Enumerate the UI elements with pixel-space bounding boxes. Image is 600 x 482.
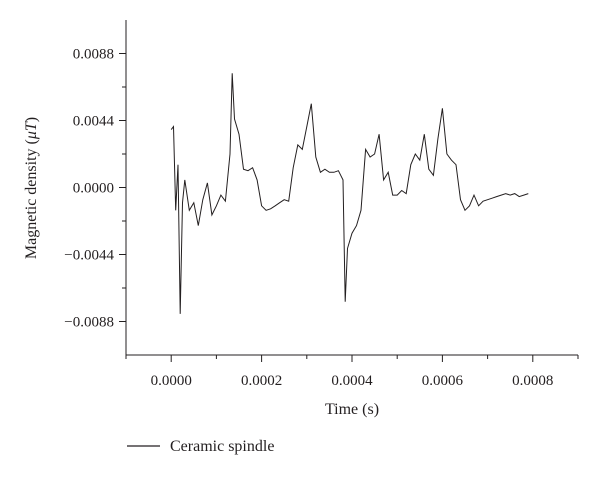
x-tick-label: 0.0006 xyxy=(422,373,464,389)
y-axis-title-suffix: ) xyxy=(23,117,40,122)
series-line-0 xyxy=(170,73,529,314)
y-tick-label: 0.0088 xyxy=(73,47,114,63)
legend: Ceramic spindle xyxy=(127,438,274,455)
y-axis-title: Magnetic density (μT) xyxy=(23,117,40,259)
y-axis-title-prefix: Magnetic density ( xyxy=(23,139,40,259)
y-tick-label: −0.0088 xyxy=(64,315,114,331)
series-layer xyxy=(170,73,529,314)
y-tick-label: −0.0044 xyxy=(64,248,114,264)
y-tick-label: 0.0044 xyxy=(73,114,115,130)
x-axis-title: Time (s) xyxy=(325,401,379,418)
x-tick-label: 0.0008 xyxy=(512,373,553,389)
x-tick-label: 0.0004 xyxy=(331,373,373,389)
y-axis-title-unit: μT xyxy=(23,121,40,140)
legend-label: Ceramic spindle xyxy=(170,438,274,455)
x-tick-label: 0.0000 xyxy=(151,373,192,389)
axes xyxy=(125,20,578,356)
y-tick-label: 0.0000 xyxy=(73,181,114,197)
ticks: 0.0088 0.0044 0.0000 −0.0044 −0.0088 0.0000 0.… xyxy=(64,47,579,389)
x-tick-label: 0.0002 xyxy=(241,373,282,389)
